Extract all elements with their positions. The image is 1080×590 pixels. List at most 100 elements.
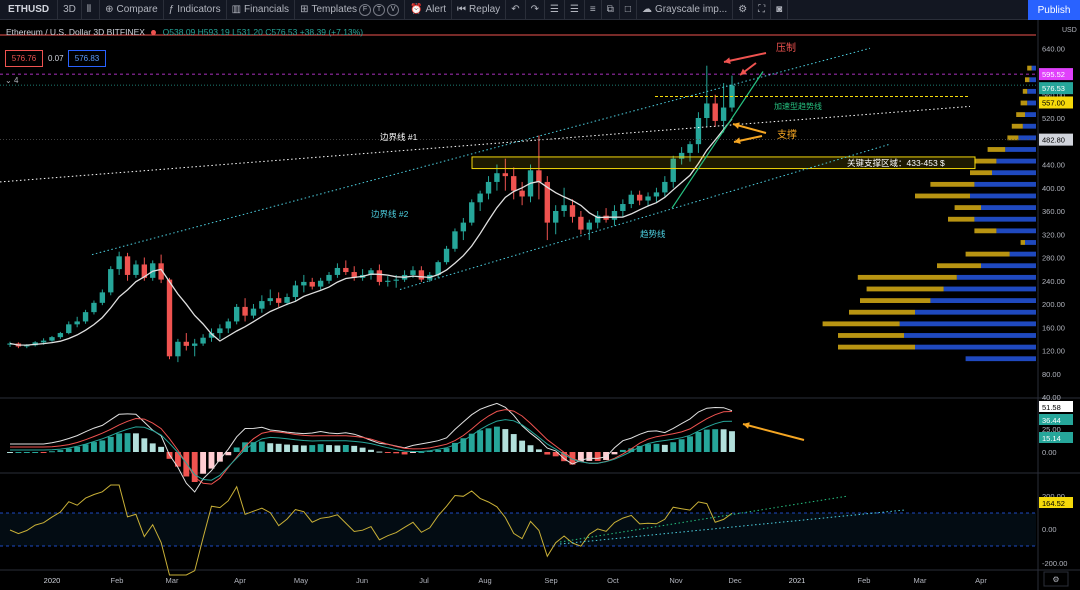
theme-select[interactable]: ☁ Grayscale imp... [637, 0, 734, 20]
candle-body [704, 103, 710, 118]
time-axis-label: Dec [728, 576, 742, 585]
volume-profile-bar-up [1005, 147, 1036, 152]
legend-title: Ethereum / U.S. Dollar [6, 27, 92, 37]
candle-body [477, 193, 483, 203]
macd-histogram-bar [368, 449, 374, 452]
candle-body [569, 205, 576, 217]
volume-profile-bar-down [987, 147, 1006, 152]
support-arrow-2-head [734, 137, 741, 144]
macd-label-bg [1039, 401, 1073, 412]
cci-axis-label: -200.00 [1042, 559, 1067, 568]
candle-body [653, 192, 660, 197]
macd-histogram-bar [149, 443, 156, 452]
compare-button[interactable]: ⊕ Compare [100, 0, 164, 20]
macd-histogram-bar [317, 444, 324, 452]
macd-histogram-bar [552, 452, 559, 457]
macd-histogram-bar [628, 448, 635, 452]
layout-3-button[interactable]: ≡ [585, 0, 602, 20]
cci-trend-line-cyan [559, 509, 906, 545]
template-f-icon[interactable]: F [359, 3, 372, 16]
replay-button[interactable]: ⏮ Replay [452, 0, 507, 20]
candle-body [166, 279, 173, 357]
volume-profile-bar-up [981, 205, 1036, 210]
interval-button[interactable]: 3D [58, 0, 82, 20]
resistance-arrow-2-head [740, 68, 747, 75]
legend-ohlc: O538.09 H593.19 L531.20 C576.53 +38.39 (… [162, 27, 364, 37]
candle-body [108, 269, 114, 293]
alert-button[interactable]: ⏰ Alert [405, 0, 453, 20]
macd-histogram-bar [309, 445, 316, 452]
volume-profile-bar-down [930, 181, 975, 187]
volume-profile-bar-down [866, 286, 944, 292]
candle-body [326, 274, 332, 281]
fullscreen-toggle[interactable]: ⛶ [753, 0, 772, 20]
redo-button[interactable]: ↷ [526, 0, 545, 20]
candle-body [192, 343, 198, 346]
macd-histogram-bar [74, 446, 81, 452]
candle-body [292, 285, 299, 298]
support-zone-box [471, 156, 976, 170]
candles-icon: ⫴ [86, 4, 92, 15]
volume-profile-bar-down [849, 309, 915, 315]
layout-2-button[interactable]: ☰ [565, 0, 585, 20]
macd-histogram-bar [132, 433, 139, 452]
layout-1-button[interactable]: ☰ [545, 0, 565, 20]
financials-label: Financials [244, 4, 290, 15]
candle-body [410, 270, 416, 275]
candle-body [662, 181, 668, 193]
templates-button[interactable]: ⊞ Templates F T V [295, 0, 406, 20]
volume-profile-bar-down [948, 216, 975, 222]
candle-body [443, 248, 450, 263]
volume-profile-bar-up [996, 158, 1036, 164]
macd-axis-label: 36.44 [1042, 416, 1061, 425]
expand-icon: ⛶ [758, 4, 766, 15]
chart-type-button[interactable]: ⫴ [82, 0, 101, 20]
candle-body [183, 341, 189, 346]
chart-canvas[interactable]: 640.00600.00560.00520.00480.00440.00400.… [0, 20, 1080, 590]
macd-histogram-bar [418, 451, 425, 453]
template-t-icon[interactable]: T [373, 3, 386, 16]
candle-body [74, 321, 80, 325]
fullscreen-button[interactable]: □ [620, 0, 637, 20]
indicators-button[interactable]: ƒ Indicators [164, 0, 227, 20]
cci-label-bg [1039, 497, 1073, 508]
macd-histogram-bar [611, 452, 618, 455]
price-tick-label: 80.00 [1042, 370, 1061, 379]
price-tick-label: 560.00 [1042, 91, 1065, 100]
macd-histogram-bar [275, 443, 282, 452]
volume-profile-bar-up [956, 274, 1036, 280]
candle-body [242, 306, 248, 316]
candle-body [351, 272, 357, 278]
compare-label: Compare [116, 4, 158, 15]
symbol-search[interactable]: ETHUSD [0, 0, 59, 20]
template-v-icon[interactable]: V [387, 3, 400, 16]
buy-price-box[interactable]: 576.83 [68, 50, 106, 67]
annotation-boundary-2: 边界线 #2 [371, 209, 409, 219]
macd-histogram-bar [477, 430, 484, 452]
macd-histogram-bar [687, 436, 693, 452]
publish-button[interactable]: Publish [1028, 0, 1080, 20]
macd-histogram-bar [342, 445, 349, 452]
volume-profile-bar-down [822, 321, 900, 327]
macd-histogram-bar [267, 443, 274, 452]
price-tick-label: 400.00 [1042, 184, 1065, 193]
undo-button[interactable]: ↶ [506, 0, 526, 20]
macd-histogram-bar [485, 428, 492, 452]
financials-button[interactable]: ▥ Financials [227, 0, 296, 20]
volume-profile-bar-down [954, 205, 981, 210]
volume-profile-bar-down [965, 251, 1010, 257]
volume-profile-bar-down [974, 158, 997, 164]
layout-4-button[interactable]: ⧉ [602, 0, 620, 20]
cci-axis-label: 164.52 [1042, 499, 1065, 508]
sell-price-box[interactable]: 576.76 [5, 50, 43, 67]
settings-button[interactable]: ⚙ [733, 0, 754, 20]
volume-profile-bar-up [974, 181, 1036, 187]
macd-histogram-bar [443, 448, 450, 452]
macd-histogram-bar [141, 438, 148, 452]
indicators-collapse[interactable]: ⌄ 4 [5, 76, 18, 85]
time-axis-label: 2021 [789, 576, 806, 585]
price-label-bg [1039, 133, 1073, 146]
redo-icon: ↷ [530, 4, 539, 15]
macd-histogram-bar [57, 450, 64, 452]
snapshot-button[interactable]: ◙ [771, 0, 789, 20]
